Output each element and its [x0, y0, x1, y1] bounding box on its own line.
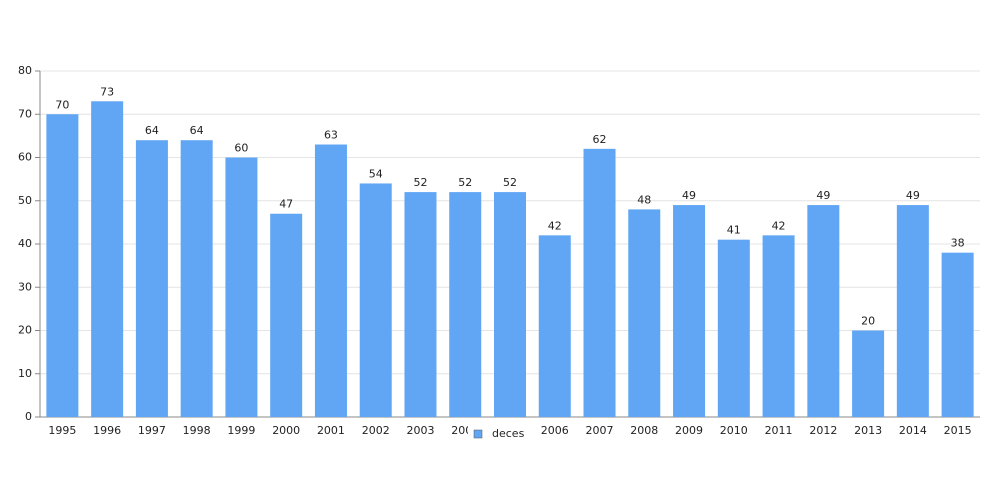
bar	[762, 235, 795, 417]
bar	[359, 183, 392, 417]
y-tick-label: 50	[18, 194, 32, 207]
x-tick-label: 2012	[809, 424, 837, 437]
y-tick-label: 70	[18, 107, 32, 120]
y-tick-label: 20	[18, 324, 32, 337]
value-label: 70	[55, 98, 69, 111]
value-label: 49	[816, 189, 830, 202]
bar	[941, 252, 974, 417]
value-label: 49	[682, 189, 696, 202]
bar	[404, 192, 437, 417]
value-label: 73	[100, 85, 114, 98]
x-tick-label: 2009	[675, 424, 703, 437]
value-label: 52	[503, 176, 517, 189]
bar	[717, 239, 750, 417]
x-tick-label: 2006	[541, 424, 569, 437]
x-tick-label: 1998	[183, 424, 211, 437]
x-tick-label: 2000	[272, 424, 300, 437]
bar	[46, 114, 79, 417]
x-tick-label: 1999	[227, 424, 255, 437]
value-label: 64	[190, 124, 204, 137]
bar	[135, 140, 168, 417]
legend-label: deces	[492, 427, 525, 440]
x-tick-label: 1995	[48, 424, 76, 437]
y-tick-label: 80	[18, 64, 32, 77]
legend-background	[468, 425, 538, 443]
bar	[896, 205, 929, 417]
x-tick-label: 2002	[362, 424, 390, 437]
bar	[180, 140, 213, 417]
value-label: 20	[861, 315, 875, 328]
bar	[270, 213, 303, 417]
y-tick-label: 40	[18, 237, 32, 250]
value-label: 42	[772, 219, 786, 232]
value-label: 41	[727, 224, 741, 237]
bar	[807, 205, 840, 417]
bar	[494, 192, 526, 417]
x-tick-label: 2008	[630, 424, 658, 437]
x-tick-label: 2013	[854, 424, 882, 437]
bar	[628, 209, 661, 417]
y-tick-label: 0	[25, 410, 32, 423]
value-label: 63	[324, 129, 338, 142]
x-tick-label: 2015	[944, 424, 972, 437]
bar	[538, 235, 571, 417]
x-tick-label: 2011	[765, 424, 793, 437]
value-label: 64	[145, 124, 159, 137]
value-label: 38	[951, 237, 965, 250]
y-tick-label: 30	[18, 280, 32, 293]
value-label: 49	[906, 189, 920, 202]
x-tick-label: 1996	[93, 424, 121, 437]
bar	[225, 157, 258, 417]
value-label: 47	[279, 198, 293, 211]
x-tick-label: 2014	[899, 424, 927, 437]
value-label: 62	[593, 133, 607, 146]
x-tick-label: 2007	[586, 424, 614, 437]
x-tick-label: 2001	[317, 424, 345, 437]
bar	[449, 192, 482, 417]
value-label: 52	[413, 176, 427, 189]
y-tick-label: 10	[18, 367, 32, 380]
value-label: 48	[637, 193, 651, 206]
bar	[583, 148, 616, 417]
x-tick-label: 1997	[138, 424, 166, 437]
value-label: 52	[458, 176, 472, 189]
x-tick-label: 2010	[720, 424, 748, 437]
bar	[852, 330, 885, 417]
y-tick-label: 60	[18, 151, 32, 164]
bar	[673, 205, 706, 417]
value-label: 60	[234, 142, 248, 155]
legend-swatch	[473, 429, 483, 439]
value-label: 42	[548, 219, 562, 232]
bar	[314, 144, 347, 417]
x-tick-label: 2003	[406, 424, 434, 437]
value-label: 54	[369, 167, 383, 180]
bar	[91, 101, 124, 418]
